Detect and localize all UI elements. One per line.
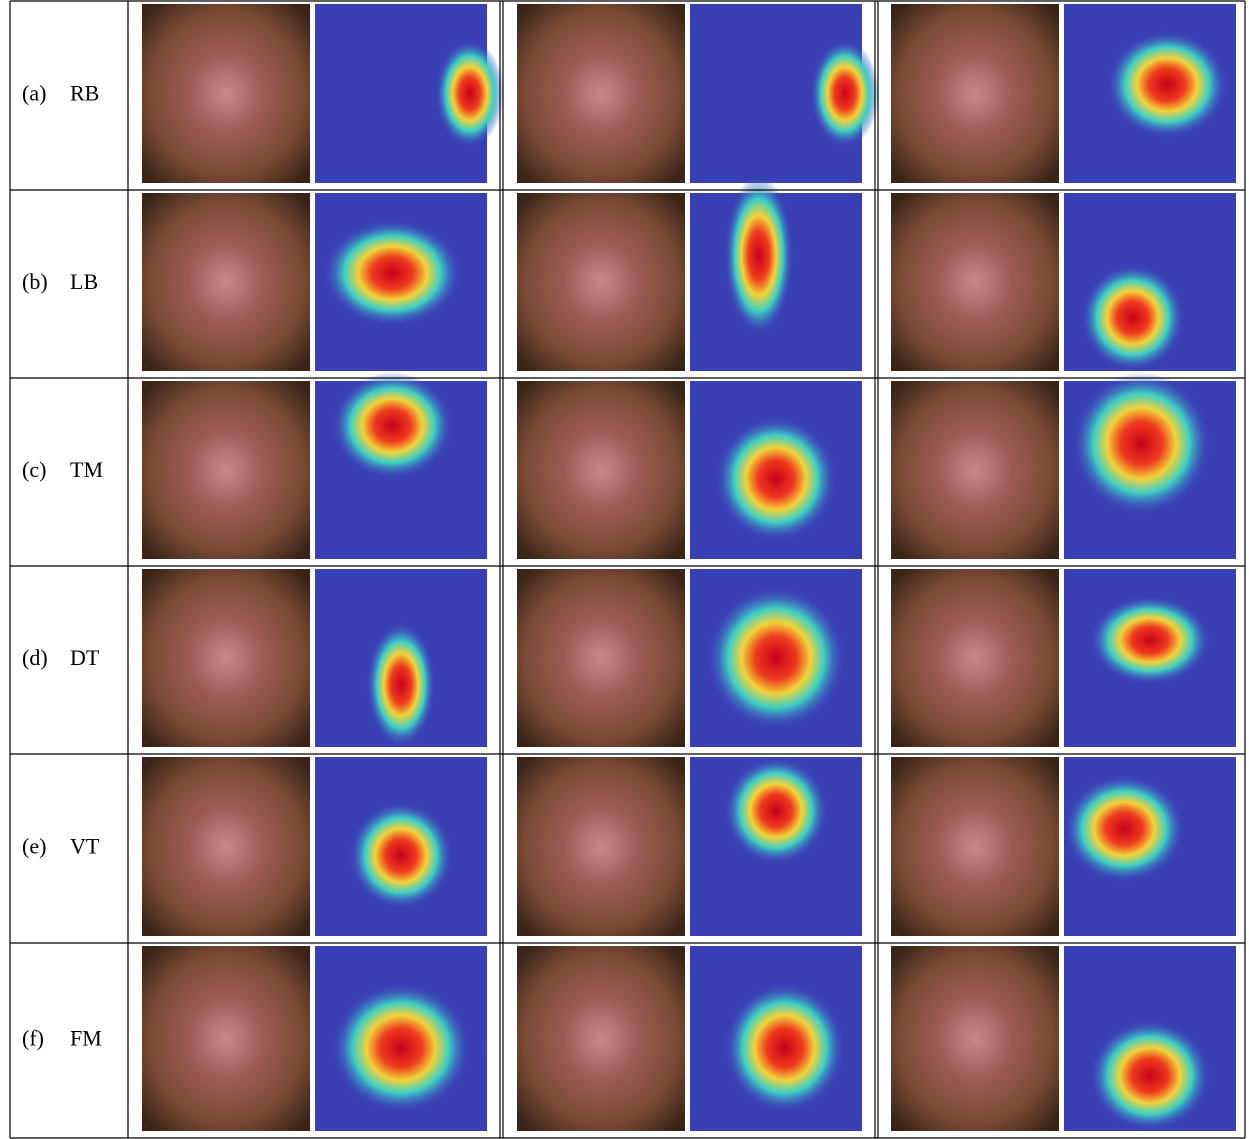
heatmap-hotspot <box>1081 264 1184 371</box>
heatmap-hotspot <box>1073 372 1211 514</box>
oral-photo <box>142 569 310 747</box>
heatmap-hotspot <box>724 757 827 864</box>
row-letter: (e) <box>22 834 46 859</box>
row-code: FM <box>70 1026 102 1051</box>
heatmap-hotspot <box>349 802 452 909</box>
heatmap-hotspot <box>716 417 836 542</box>
oral-photo <box>891 193 1059 371</box>
row-code: TM <box>70 457 103 482</box>
heatmap-hotspot <box>367 622 436 747</box>
heatmap-hotspot <box>332 372 452 479</box>
page: (a)RB(b)LB(c)TM(d)DT(e)VT(f)FM (() => { … <box>0 0 1249 1139</box>
oral-photo <box>891 4 1059 183</box>
oral-photo <box>517 569 685 747</box>
row-code: RB <box>70 81 99 106</box>
heatmap-hotspot <box>1090 596 1210 685</box>
cells: (a) RB (b) LB (c) TM (d) DT (e) VT (f) FM <box>10 1 1245 1138</box>
heatmap-hotspot <box>332 983 470 1113</box>
heatmap-hotspot <box>1090 1020 1210 1131</box>
row-letter: (b) <box>22 269 48 294</box>
oral-photo <box>142 946 310 1131</box>
oral-photo <box>517 381 685 559</box>
row-letter: (f) <box>22 1026 44 1051</box>
oral-photo <box>517 946 685 1131</box>
oral-photo <box>142 4 310 183</box>
heatmap-hotspot <box>1064 775 1184 882</box>
heatmap-hotspot <box>724 983 844 1113</box>
oral-photo <box>891 381 1059 559</box>
heatmap-hotspot <box>324 220 462 327</box>
oral-photo <box>142 381 310 559</box>
row-code: LB <box>70 269 98 294</box>
oral-photo <box>891 946 1059 1131</box>
heatmap-hotspot <box>1107 31 1227 138</box>
row-letter: (a) <box>22 81 46 106</box>
heatmap-hotspot <box>724 175 793 335</box>
figure: (a) RB (b) LB (c) TM (d) DT (e) VT (f) FM <box>0 0 1249 1139</box>
oral-photo <box>517 193 685 371</box>
heatmap-hotspot <box>810 40 879 147</box>
oral-photo <box>891 569 1059 747</box>
heatmap-hotspot <box>707 587 845 729</box>
oral-photo <box>142 757 310 936</box>
oral-photo <box>517 4 685 183</box>
oral-photo <box>517 757 685 936</box>
row-letter: (c) <box>22 457 46 482</box>
row-code: DT <box>70 645 100 670</box>
oral-photo <box>142 193 310 371</box>
row-letter: (d) <box>22 645 48 670</box>
oral-photo <box>891 757 1059 936</box>
heatmap-hotspot <box>435 40 504 147</box>
row-code: VT <box>70 834 100 859</box>
